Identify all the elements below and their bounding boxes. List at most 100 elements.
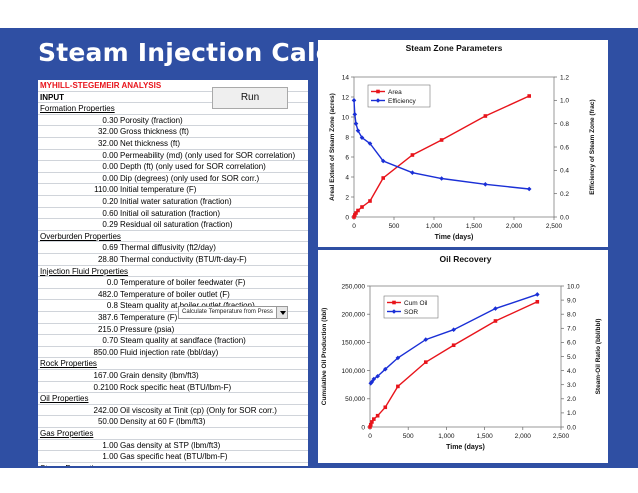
steam-zone-chart-panel: Steam Zone Parameters 0 500 1,000 1,500 2,000… [318,40,608,247]
y-tick-label: 0 [361,424,365,431]
dropdown-toggle-button[interactable] [276,306,288,319]
input-value[interactable]: 110.00 [94,185,118,195]
input-description: Net thickness (ft) [120,139,181,148]
input-description: Residual oil saturation (fraction) [120,220,233,230]
data-point [396,384,400,389]
legend-label: Efficiency [388,98,416,105]
data-point [352,112,358,117]
input-value[interactable]: 0.20 [102,197,118,206]
data-point [355,128,361,133]
data-point [535,292,540,297]
x-axis-label: Time (days) [446,444,485,451]
data-point [439,176,444,181]
input-value[interactable]: 387.6 [97,313,118,322]
y-tick-label: 2 [345,194,349,201]
data-point [368,380,374,386]
input-description: Thermal conductivity (BTU/ft-day-F) [120,255,247,264]
input-value[interactable]: 32.00 [97,127,118,137]
section-label: Steam Properties [40,463,102,466]
y-axis-label: Areal Extent of Steam Zone (acres) [329,93,336,201]
y2-tick-label: 0.6 [560,144,569,151]
input-value[interactable]: 1.00 [102,440,118,450]
input-row: 0.30 Porosity (fraction) [38,115,308,127]
data-point [493,306,498,311]
input-description: Porosity (fraction) [120,115,183,125]
input-row: 50.00 Density at 60 F (lbm/ft3) [38,416,308,428]
data-point [368,422,373,427]
input-row: 167.00 Grain density (lbm/ft3) [38,370,308,382]
input-value[interactable]: 0.0 [106,278,118,288]
section-header: Overburden Properties [38,231,308,243]
input-row: 215.0 Pressure (psia) [38,324,308,336]
x-tick-label: 1,500 [476,433,493,440]
data-point [382,366,388,372]
input-value[interactable]: 32.00 [97,139,118,148]
data-point [439,138,444,142]
input-value[interactable]: 215.0 [97,324,118,334]
input-value[interactable]: 0.00 [102,173,118,183]
input-value[interactable]: 0.70 [102,336,118,346]
y2-tick-label: 0.0 [560,214,569,221]
input-value[interactable]: 0.00 [102,150,118,160]
input-value[interactable]: 0.69 [102,243,118,253]
y-tick-label: 100,000 [342,368,366,375]
run-button[interactable]: Run [212,87,288,109]
legend-label: Cum Oil [404,300,428,307]
y-tick-label: 50,000 [345,396,365,403]
x-tick-label: 1,000 [438,433,455,440]
y-tick-label: 4 [345,174,349,181]
y-tick-label: 14 [342,74,350,81]
y2-tick-label: 4.0 [567,368,576,375]
y2-tick-label: 0.2 [560,191,569,198]
input-row: 0.70 Steam quality at sandface (fraction) [38,335,308,347]
input-description: Fluid injection rate (bbl/day) [120,347,219,357]
input-value[interactable]: 0.60 [102,208,118,218]
input-row: 0.00 Dip (degrees) (only used for SOR cor… [38,173,308,185]
input-value[interactable]: 242.00 [93,405,118,415]
input-row: INPUT [38,92,308,104]
data-point [526,186,532,192]
input-value[interactable]: 167.00 [93,371,118,380]
chevron-down-icon [280,311,286,315]
legend-label: SOR [404,309,418,316]
input-row: 850.00 Fluid injection rate (bbl/day) [38,347,308,359]
data-point [372,417,376,421]
data-point [352,215,356,219]
input-value[interactable]: 0.8 [106,301,118,311]
section-header: Formation Properties [38,103,308,115]
input-row: 28.80 Thermal conductivity (BTU/ft-day-F) [38,254,308,266]
data-point [410,170,415,175]
data-point [423,360,428,364]
input-value[interactable]: 482.0 [97,289,118,299]
input-value[interactable]: 0.2100 [93,382,118,392]
section-label: Gas Properties [40,429,94,438]
y-axis-label: Cumulative Oil Production (bbl) [321,308,328,406]
input-description: Thermal diffusivity (ft2/day) [120,243,216,253]
input-value[interactable]: 850.00 [93,347,118,357]
data-point [493,319,498,323]
input-description: Grain density (lbm/ft3) [120,371,199,380]
input-value[interactable]: 0.29 [102,220,118,230]
section-label: Injection Fluid Properties [40,266,129,276]
input-value[interactable]: 1.00 [102,452,118,462]
input-value[interactable]: 0.00 [102,162,118,172]
input-value[interactable]: 28.80 [97,255,118,264]
calc-method-dropdown[interactable]: Calculate Temperature from Press [178,306,287,319]
x-tick-label: 2,000 [515,433,532,440]
data-point [356,208,360,213]
y2-tick-label: 0.4 [560,168,569,175]
input-row: 0.2100 Rock specific heat (BTU/lbm-F) [38,382,308,394]
input-value[interactable]: 50.00 [97,417,118,427]
input-value[interactable]: 0.30 [102,115,118,125]
x-tick-label: 500 [403,433,414,440]
section-header: Steam Properties [38,463,308,466]
input-description: Rock specific heat (BTU/lbm-F) [120,382,232,392]
spreadsheet: MYHILL-STEGEMEIR ANALYSIS INPUT Formatio… [38,80,308,466]
input-description: Permeability (md) (only used for SOR cor… [120,150,296,160]
input-description: Temperature of boiler feedwater (F) [120,278,246,288]
input-description: Depth (ft) (only used for SOR correlatio… [120,162,266,172]
y2-axis-label: Efficiency of Steam Zone (frac) [589,99,596,194]
section-header: Oil Properties [38,393,308,405]
data-point [383,405,388,410]
